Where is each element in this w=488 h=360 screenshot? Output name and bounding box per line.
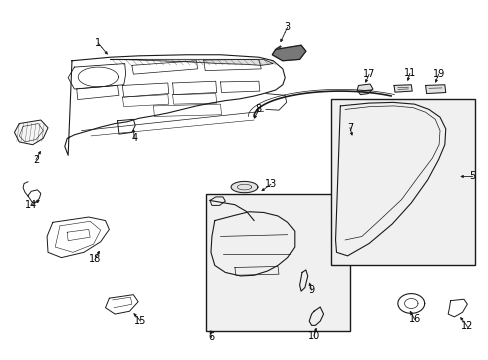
Text: 6: 6 [207,332,214,342]
Bar [206,194,349,331]
Text: 5: 5 [468,171,474,181]
Text: 17: 17 [362,69,374,79]
Text: 3: 3 [284,22,290,32]
Polygon shape [15,120,48,145]
Polygon shape [356,84,372,95]
Text: 13: 13 [264,179,276,189]
Text: 10: 10 [307,331,320,341]
Bar [330,99,473,265]
Polygon shape [393,85,411,92]
Text: 12: 12 [460,321,472,332]
Text: 4: 4 [131,133,137,143]
Text: 11: 11 [403,68,415,78]
Text: 2: 2 [33,154,39,165]
Text: 16: 16 [407,314,420,324]
Text: 15: 15 [134,316,146,326]
Text: 7: 7 [346,123,352,133]
Polygon shape [272,45,305,61]
Text: 14: 14 [25,201,37,210]
Text: 1: 1 [95,38,101,48]
Polygon shape [425,85,445,94]
Text: 19: 19 [431,69,444,79]
Polygon shape [110,59,273,66]
Text: 8: 8 [255,104,262,114]
Text: 9: 9 [308,285,314,295]
Polygon shape [231,181,257,193]
Text: 18: 18 [89,255,101,264]
